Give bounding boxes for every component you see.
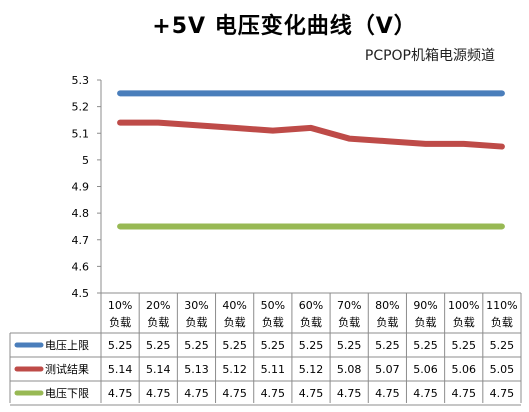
table-cell-value: 5.11 bbox=[261, 363, 286, 376]
y-tick-label: 4.9 bbox=[72, 181, 90, 194]
series-lines bbox=[117, 90, 505, 230]
table-cell-value: 4.75 bbox=[222, 387, 247, 400]
x-tick-label: 40% bbox=[222, 299, 246, 312]
x-tick-label: 负载 bbox=[491, 315, 513, 329]
y-tick-label: 4.8 bbox=[72, 207, 90, 220]
table-cell-value: 5.14 bbox=[108, 363, 133, 376]
y-tick-label: 4.5 bbox=[72, 287, 90, 300]
y-tick-label: 5 bbox=[82, 154, 89, 167]
y-axis: 5.3 5.2 5.1 5 4.9 4.8 4.7 4.6 4.5 bbox=[72, 74, 101, 300]
x-tick-label: 负载 bbox=[338, 315, 360, 329]
table-cell-value: 5.12 bbox=[299, 363, 324, 376]
table-cell-value: 5.05 bbox=[490, 363, 515, 376]
x-tick-label: 负载 bbox=[109, 315, 131, 329]
table-cell-value: 4.75 bbox=[337, 387, 362, 400]
table-cell-value: 5.25 bbox=[413, 339, 438, 352]
table-cell-value: 5.25 bbox=[108, 339, 133, 352]
legend-label: 电压下限 bbox=[45, 387, 89, 400]
y-tick-label: 4.6 bbox=[72, 260, 90, 273]
x-tick-label: 110% bbox=[486, 299, 517, 312]
x-tick-label: 负载 bbox=[300, 315, 322, 329]
y-tick-label: 5.3 bbox=[72, 74, 90, 87]
x-tick-label: 负载 bbox=[147, 315, 169, 329]
x-tick-label: 10% bbox=[108, 299, 132, 312]
chart-subtitle: PCPOP机箱电源频道 bbox=[364, 48, 495, 64]
x-tick-label: 负载 bbox=[453, 315, 475, 329]
table-cell-value: 5.25 bbox=[222, 339, 247, 352]
x-tick-label: 负载 bbox=[376, 315, 398, 329]
table-cell-value: 5.12 bbox=[222, 363, 247, 376]
x-tick-label: 负载 bbox=[185, 315, 207, 329]
x-tick-label: 30% bbox=[184, 299, 208, 312]
x-tick-label: 100% bbox=[448, 299, 479, 312]
table-cell-value: 4.75 bbox=[299, 387, 324, 400]
x-tick-label: 负载 bbox=[262, 315, 284, 329]
table-cell-value: 4.75 bbox=[184, 387, 209, 400]
table-cell-value: 5.25 bbox=[337, 339, 362, 352]
legend-label: 电压上限 bbox=[45, 339, 89, 352]
x-tick-label: 80% bbox=[375, 299, 399, 312]
table-cell-value: 5.25 bbox=[375, 339, 400, 352]
x-tick-label: 20% bbox=[146, 299, 170, 312]
legend-label: 测试结果 bbox=[45, 363, 89, 376]
x-tick-label: 90% bbox=[413, 299, 437, 312]
x-tick-label: 负载 bbox=[415, 315, 437, 329]
y-tick-label: 4.7 bbox=[72, 234, 90, 247]
table-cell-value: 4.75 bbox=[108, 387, 133, 400]
table-cell-value: 4.75 bbox=[413, 387, 438, 400]
table-cell-value: 5.06 bbox=[451, 363, 476, 376]
y-tick-label: 5.1 bbox=[72, 127, 90, 140]
table-cell-value: 5.25 bbox=[184, 339, 209, 352]
table-cell-value: 5.25 bbox=[299, 339, 324, 352]
x-tick-label: 60% bbox=[299, 299, 323, 312]
data-table: 10% 负载 20% 负载 30% 负载 40% 负载 50% 负载 60% 负载 70% 负载 80% 负载… bbox=[9, 293, 522, 406]
table-cell-value: 4.75 bbox=[451, 387, 476, 400]
x-tick-label: 负载 bbox=[224, 315, 246, 329]
table-cell-value: 4.75 bbox=[261, 387, 286, 400]
table-cell-value: 5.25 bbox=[261, 339, 286, 352]
table-cell-value: 5.08 bbox=[337, 363, 362, 376]
x-tick-label: 70% bbox=[337, 299, 361, 312]
table-cell-value: 5.13 bbox=[184, 363, 209, 376]
y-tick-label: 5.2 bbox=[72, 101, 90, 114]
chart-title: +5V 电压变化曲线（V） bbox=[152, 14, 417, 39]
series-line bbox=[117, 119, 505, 150]
table-cell-value: 5.07 bbox=[375, 363, 400, 376]
table-cell-value: 4.75 bbox=[490, 387, 515, 400]
table-cell-value: 4.75 bbox=[146, 387, 171, 400]
table-cell-value: 5.25 bbox=[146, 339, 171, 352]
table-cell-value: 5.25 bbox=[451, 339, 476, 352]
table-cell-value: 5.14 bbox=[146, 363, 171, 376]
table-cell-value: 5.06 bbox=[413, 363, 438, 376]
table-cell-value: 4.75 bbox=[375, 387, 400, 400]
x-tick-label: 50% bbox=[261, 299, 285, 312]
table-cell-value: 5.25 bbox=[490, 339, 515, 352]
